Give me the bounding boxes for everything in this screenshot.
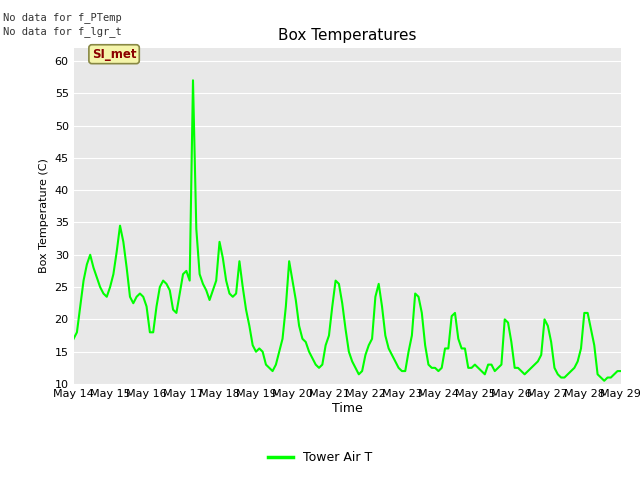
Text: No data for f_lgr_t: No data for f_lgr_t: [3, 26, 122, 37]
Text: No data for f_PTemp: No data for f_PTemp: [3, 12, 122, 23]
Legend: Tower Air T: Tower Air T: [263, 446, 377, 469]
X-axis label: Time: Time: [332, 402, 363, 415]
Title: Box Temperatures: Box Temperatures: [278, 28, 417, 43]
Text: SI_met: SI_met: [92, 48, 136, 60]
Y-axis label: Box Temperature (C): Box Temperature (C): [39, 158, 49, 274]
